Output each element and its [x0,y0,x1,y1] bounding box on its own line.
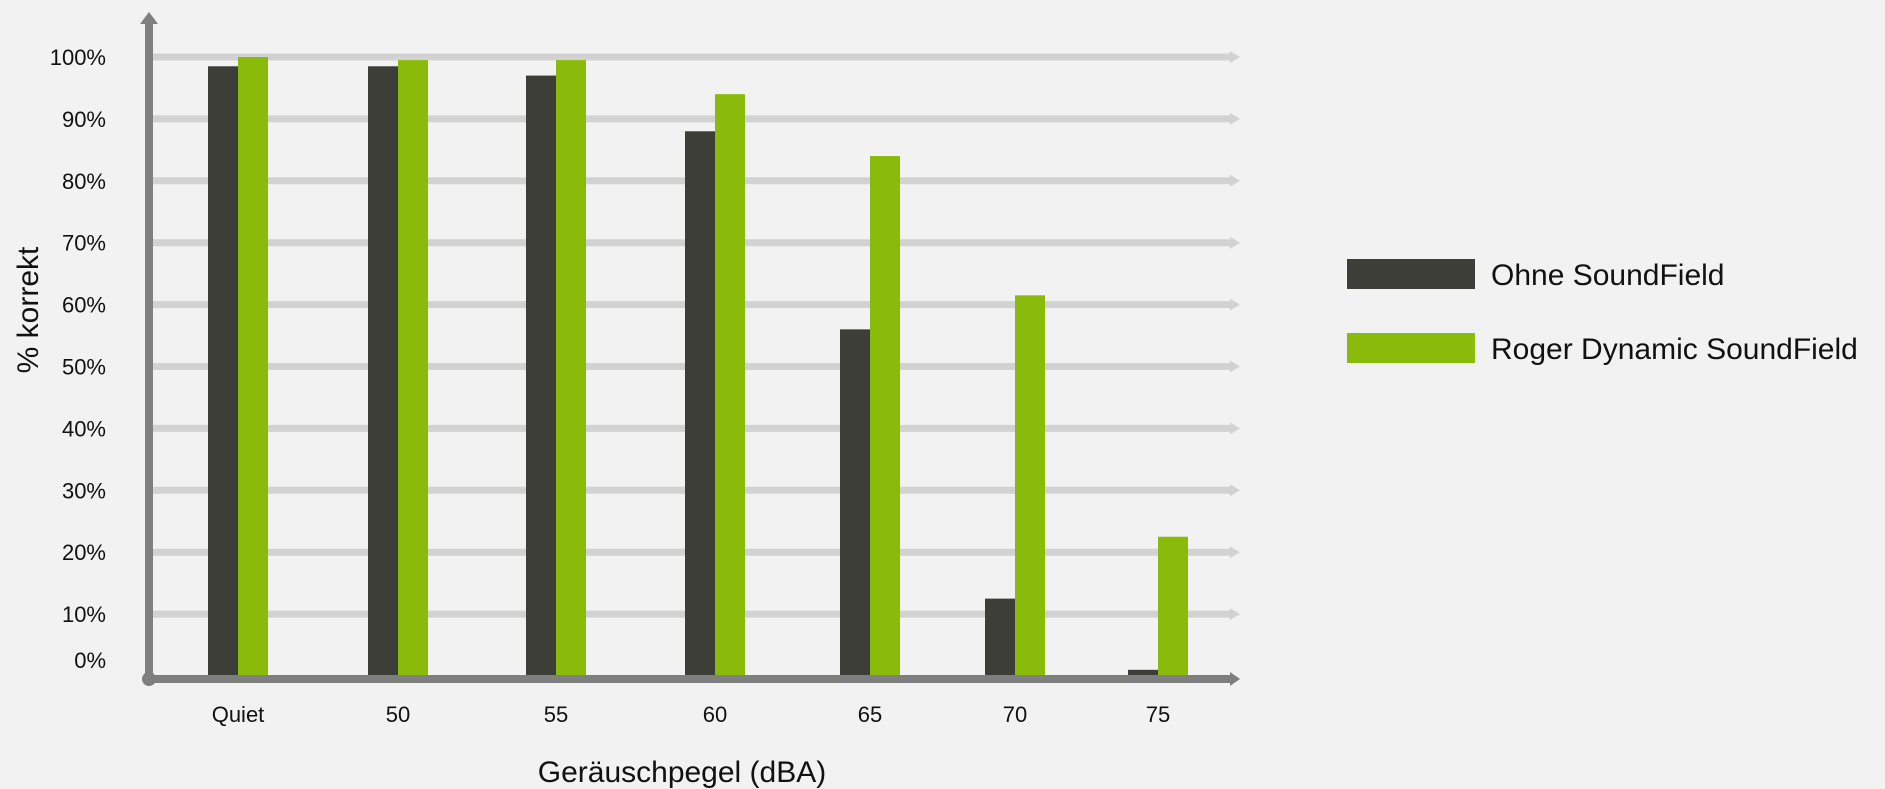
y-tick-label: 20% [62,540,106,565]
y-tick-label: 50% [62,355,106,380]
x-tick-label: 55 [544,702,568,727]
y-tick-label: 90% [62,107,106,132]
y-tick-label: 70% [62,231,106,256]
gridline-arrow [1230,360,1240,373]
gridline-arrow [1230,51,1240,63]
bar-roger-dynamic-soundfield-70 [1015,295,1045,676]
legend-label: Ohne SoundField [1491,259,1725,292]
x-tick-label: 65 [858,702,882,727]
legend-label: Roger Dynamic SoundField [1491,333,1858,366]
bar-ohne-soundfield-quiet [208,66,238,676]
axes [140,12,1240,686]
bar-ohne-soundfield-60 [685,131,715,676]
gridline-arrow [1230,608,1240,621]
bar-roger-dynamic-soundfield-quiet [238,57,268,676]
bar-ohne-soundfield-50 [368,66,398,676]
bar-roger-dynamic-soundfield-75 [1158,536,1188,676]
bar-roger-dynamic-soundfield-65 [870,156,900,677]
axis-origin-dot [142,672,156,686]
bar-ohne-soundfield-55 [526,75,556,676]
gridline-arrow [1230,112,1240,125]
x-axis-title: Geräuschpegel (dBA) [538,756,827,789]
x-axis-arrow [1230,672,1240,686]
y-tick-label: 0% [74,648,106,673]
gridline-arrow [1230,484,1240,497]
x-tick-label: 60 [703,702,727,727]
x-tick-label: 75 [1146,702,1170,727]
y-tick-label: 60% [62,293,106,318]
bar-ohne-soundfield-75 [1128,669,1158,676]
y-tick-label: 30% [62,478,106,503]
gridline-arrow [1230,174,1240,187]
bar-roger-dynamic-soundfield-55 [556,60,586,677]
x-tick-label: 50 [386,702,410,727]
y-tick-label: 10% [62,602,106,627]
gridline-arrow [1230,422,1240,435]
bar-roger-dynamic-soundfield-60 [715,94,745,676]
y-tick-label: 40% [62,416,106,441]
bar-ohne-soundfield-70 [985,598,1015,676]
y-axis-title: % korrekt [12,246,45,373]
legend: Ohne SoundField Roger Dynamic SoundField [1347,259,1858,366]
bar-roger-dynamic-soundfield-50 [398,60,428,677]
bar-ohne-soundfield-65 [840,329,870,676]
x-tick-label: Quiet [212,702,265,727]
legend-swatch [1347,333,1475,363]
y-tick-labels: 0% 10% 20% 30% 40% 50% 60% 70% 80% 90% 100% [50,45,106,673]
gridline-arrow [1230,236,1240,249]
bars [208,57,1188,677]
gridline-arrow [1230,546,1240,559]
y-tick-label: 100% [50,45,106,70]
gridline-arrow [1230,298,1240,311]
x-tick-label: 70 [1003,702,1027,727]
y-axis-arrow [140,12,158,24]
y-tick-label: 80% [62,169,106,194]
legend-swatch [1347,259,1475,289]
x-tick-labels: Quiet 50 55 60 65 70 75 [212,702,1171,727]
